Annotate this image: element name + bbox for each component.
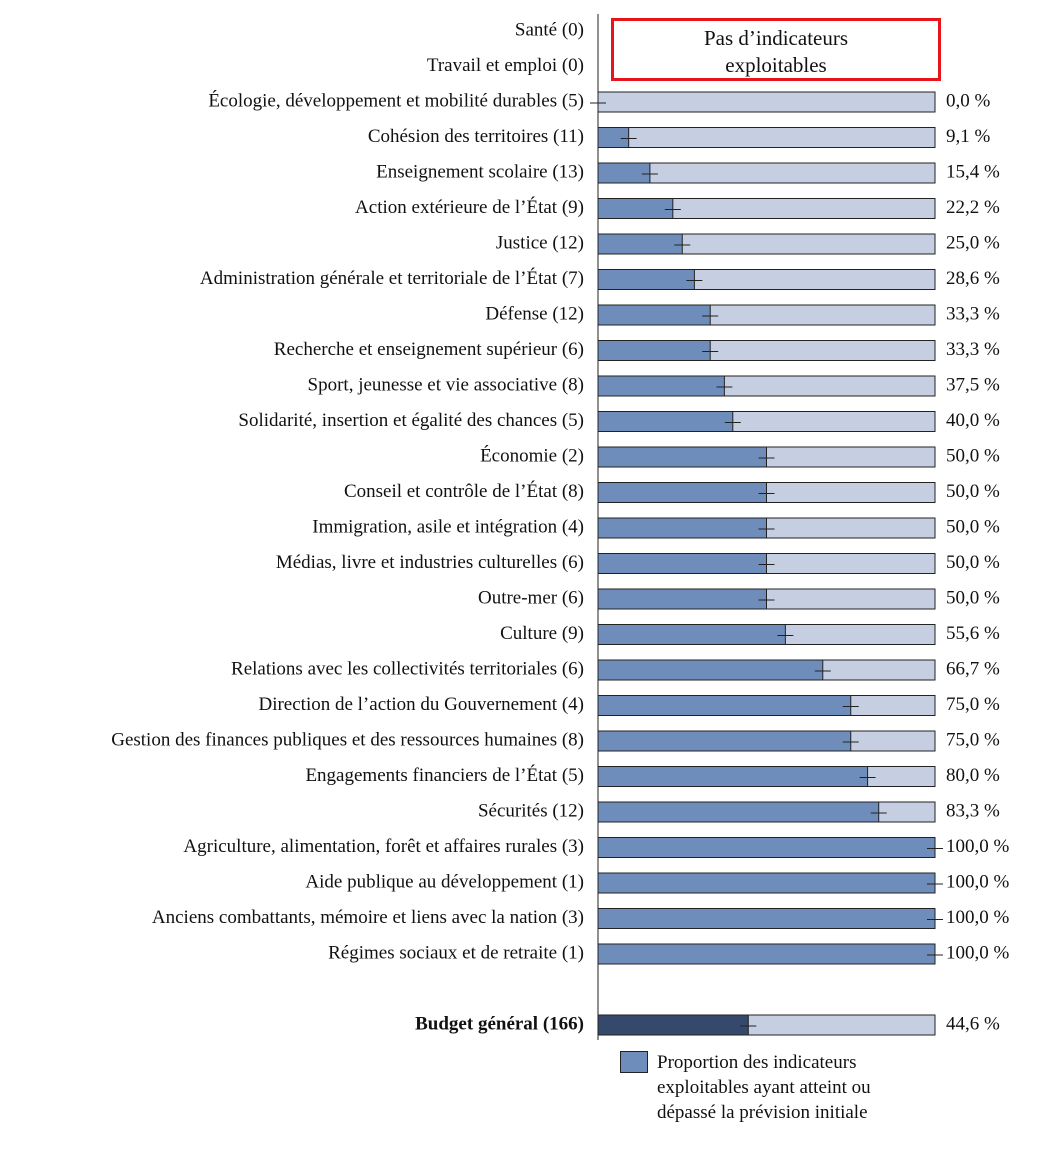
value-label: 83,3 %	[946, 800, 1000, 821]
y-tick-label: Anciens combattants, mémoire et liens av…	[152, 907, 584, 928]
y-tick-label: Cohésion des territoires (11)	[368, 126, 584, 147]
bar	[597, 517, 767, 539]
bar	[597, 766, 869, 787]
y-tick-label: Gestion des finances publiques et des re…	[111, 729, 584, 750]
bar	[597, 233, 683, 255]
y-tick-label: Santé (0)	[515, 19, 584, 40]
y-tick-label: Aide publique au développement (1)	[305, 871, 584, 892]
bar	[597, 375, 725, 397]
y-tick-label: Sport, jeunesse et vie associative (8)	[308, 374, 584, 395]
bar	[597, 482, 767, 503]
bar	[597, 624, 786, 645]
y-tick-label: Enseignement scolaire (13)	[376, 161, 584, 182]
bar	[597, 1014, 749, 1036]
value-label: 25,0 %	[946, 232, 1000, 253]
bar	[597, 553, 767, 574]
y-tick-label: Relations avec les collectivités territo…	[231, 658, 584, 679]
y-tick-label: Solidarité, insertion et égalité des cha…	[238, 410, 584, 431]
y-tick-label: Conseil et contrôle de l’État (8)	[344, 480, 584, 502]
y-tick-label: Recherche et enseignement supérieur (6)	[274, 339, 584, 360]
value-label: 55,6 %	[946, 623, 1000, 644]
y-tick-label: Direction de l’action du Gouvernement (4…	[258, 694, 584, 715]
bar	[597, 198, 674, 219]
y-tick-label: Budget général (166)	[415, 1013, 584, 1034]
legend-swatch	[620, 1051, 648, 1073]
bar	[597, 162, 651, 184]
value-label: 33,3 %	[946, 303, 1000, 324]
y-tick-label: Administration générale et territoriale …	[200, 267, 584, 289]
y-tick-label: Écologie, développement et mobilité dura…	[208, 89, 584, 111]
value-label: 15,4 %	[946, 161, 1000, 182]
bar	[597, 411, 734, 432]
value-label: 40,0 %	[946, 410, 1000, 431]
y-tick-label: Engagements financiers de l’État (5)	[305, 764, 584, 786]
y-tick-label: Défense (12)	[485, 303, 584, 324]
value-label: 33,3 %	[946, 339, 1000, 360]
y-tick-label: Action extérieure de l’État (9)	[355, 196, 584, 218]
bar	[597, 588, 767, 610]
y-tick-label: Sécurités (12)	[478, 800, 584, 821]
value-label: 100,0 %	[946, 836, 1010, 857]
y-tick-label: Agriculture, alimentation, forêt et affa…	[183, 836, 584, 857]
value-label: 50,0 %	[946, 587, 1000, 608]
value-label: 37,5 %	[946, 374, 1000, 395]
value-label: 22,2 %	[946, 197, 1000, 218]
y-tick-label: Médias, livre et industries culturelles …	[276, 552, 584, 573]
legend-label: Proportion des indicateurs exploitables …	[657, 1052, 871, 1123]
y-tick-label: Travail et emploi (0)	[427, 55, 584, 76]
bar	[597, 695, 852, 716]
bar	[597, 127, 630, 148]
y-tick-label: Outre-mer (6)	[478, 587, 584, 608]
value-label: 50,0 %	[946, 481, 1000, 502]
bar-background	[597, 91, 936, 113]
value-label: 44,6 %	[946, 1013, 1000, 1034]
value-label: 75,0 %	[946, 694, 1000, 715]
bar	[597, 872, 936, 894]
value-label: 50,0 %	[946, 445, 1000, 466]
value-label: 0,0 %	[946, 90, 991, 111]
bar	[597, 446, 767, 468]
value-label: 66,7 %	[946, 658, 1000, 679]
bar	[597, 659, 824, 681]
value-label: 100,0 %	[946, 942, 1010, 963]
value-label: 28,6 %	[946, 268, 1000, 289]
bar	[597, 269, 695, 290]
value-label: 100,0 %	[946, 907, 1010, 928]
y-tick-label: Économie (2)	[480, 444, 584, 466]
value-label: 100,0 %	[946, 871, 1010, 892]
value-label: 80,0 %	[946, 765, 1000, 786]
bar	[597, 943, 936, 965]
value-label: 50,0 %	[946, 552, 1000, 573]
bar	[597, 908, 936, 929]
bar	[597, 340, 711, 361]
value-label: 9,1 %	[946, 126, 991, 147]
bar	[597, 304, 711, 326]
bar	[597, 837, 936, 858]
y-tick-label: Régimes sociaux et de retraite (1)	[328, 942, 584, 963]
value-label: 50,0 %	[946, 516, 1000, 537]
annotation: Pas d’indicateurs exploitables	[611, 18, 941, 81]
y-tick-label: Culture (9)	[500, 623, 584, 644]
value-label: 75,0 %	[946, 729, 1000, 750]
bar-background	[597, 127, 936, 148]
y-tick-label: Immigration, asile et intégration (4)	[312, 516, 584, 537]
y-tick-label: Justice (12)	[496, 232, 584, 253]
bar	[597, 801, 880, 823]
bar	[597, 730, 852, 752]
